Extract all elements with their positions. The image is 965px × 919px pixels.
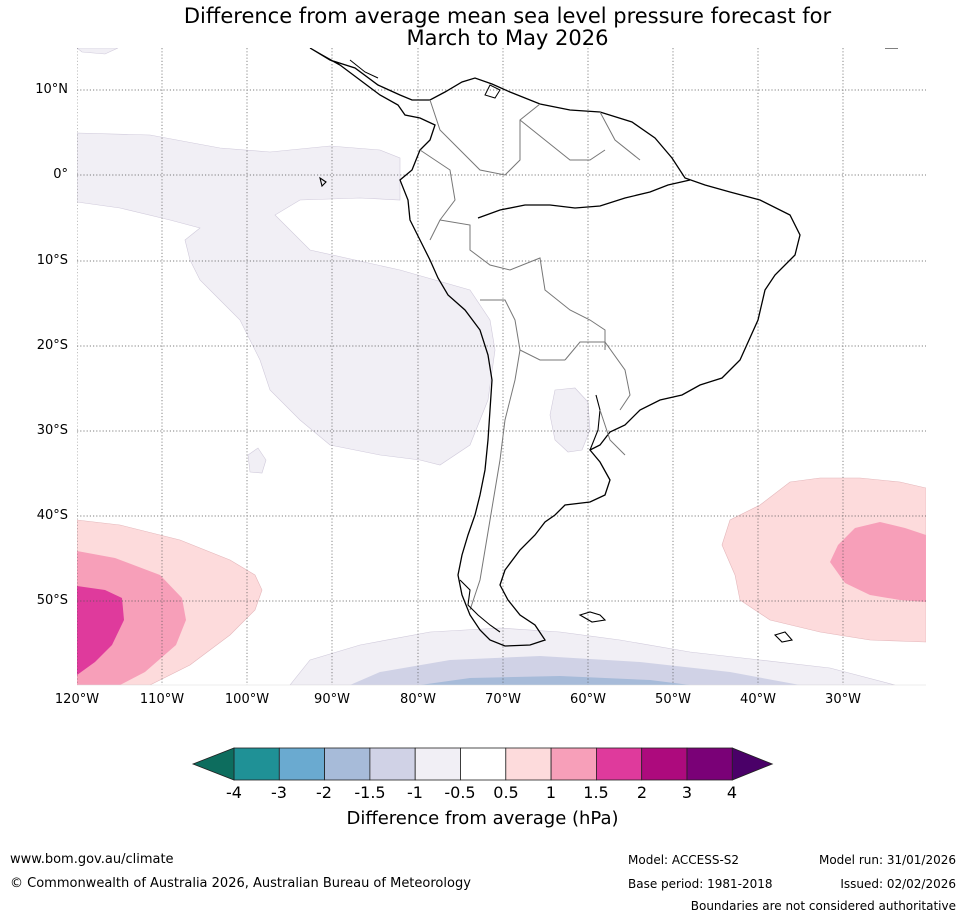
lon-label-120w: 120°W bbox=[54, 692, 100, 707]
colorbar-tick: -0.5 bbox=[444, 783, 476, 802]
chart-title-line-1: Difference from average mean sea level p… bbox=[183, 4, 832, 28]
lon-label-90w: 90°W bbox=[314, 692, 350, 707]
parana-river bbox=[589, 394, 601, 451]
colorbar-segment bbox=[550, 747, 597, 781]
footer-model-run: Model run: 31/01/2026 bbox=[818, 853, 956, 867]
footer-url[interactable]: www.bom.gov.au/climate bbox=[10, 852, 174, 867]
colorbar-segment bbox=[505, 747, 552, 781]
footer-model: Model: ACCESS-S2 bbox=[628, 853, 740, 867]
colorbar-segment bbox=[641, 747, 688, 781]
lon-label-100w: 100°W bbox=[224, 692, 270, 707]
central-america-coast bbox=[349, 48, 898, 99]
anomaly-region-minus-1-south bbox=[350, 656, 800, 685]
anomaly-region-minus-0.5-north bbox=[77, 48, 119, 55]
colorbar-tick: -1 bbox=[407, 783, 423, 802]
colorbar-tick: 4 bbox=[726, 783, 738, 802]
lat-label-10s: 10°S bbox=[36, 253, 68, 268]
lat-label-20s: 20°S bbox=[36, 338, 68, 353]
lat-label-10n: 10°N bbox=[35, 82, 68, 97]
colorbar-over-arrow bbox=[731, 747, 774, 781]
graticule bbox=[77, 48, 926, 685]
colorbar-under-arrow bbox=[191, 747, 235, 781]
colorbar-label: Difference from average (hPa) bbox=[346, 808, 619, 829]
colorbar bbox=[191, 747, 774, 781]
colorbar-segment bbox=[324, 747, 371, 781]
colorbar-segment bbox=[369, 747, 416, 781]
islands bbox=[319, 176, 794, 643]
footer-base-period: Base period: 1981-2018 bbox=[628, 877, 773, 891]
lon-label-40w: 40°W bbox=[740, 692, 776, 707]
colorbar-tick: -1.5 bbox=[354, 783, 386, 802]
colorbar-tick: 3 bbox=[681, 783, 693, 802]
lon-label-50w: 50°W bbox=[655, 692, 691, 707]
anomaly-region-minus-0.5 bbox=[77, 132, 496, 466]
lon-label-110w: 110°W bbox=[139, 692, 185, 707]
lat-label-50s: 50°S bbox=[36, 593, 68, 608]
footer-issued: Issued: 02/02/2026 bbox=[840, 877, 956, 891]
amazon-river bbox=[477, 179, 691, 219]
lon-label-70w: 70°W bbox=[485, 692, 521, 707]
anomaly-region-minus-0.5-small bbox=[247, 447, 267, 474]
lat-label-30s: 30°S bbox=[36, 423, 68, 438]
country-borders bbox=[419, 99, 641, 611]
lon-label-30w: 30°W bbox=[825, 692, 861, 707]
lat-label-0: 0° bbox=[53, 167, 68, 182]
anomaly-region-plus-1.5-west bbox=[77, 586, 124, 675]
lon-label-80w: 80°W bbox=[400, 692, 436, 707]
colorbar-segment bbox=[278, 747, 325, 781]
chart-title-line-2: March to May 2026 bbox=[406, 26, 609, 50]
colorbar-segment bbox=[233, 747, 280, 781]
colorbar-tick: -4 bbox=[226, 783, 242, 802]
colorbar-segment bbox=[596, 747, 643, 781]
footer-boundaries-note: Boundaries are not considered authoritat… bbox=[690, 899, 956, 913]
anomaly-region-plus-1-east bbox=[830, 522, 926, 602]
colorbar-segment bbox=[686, 747, 733, 781]
colorbar-tick: 2 bbox=[636, 783, 648, 802]
colorbar-tick: 0.5 bbox=[493, 783, 519, 802]
colorbar-tick: 1 bbox=[545, 783, 557, 802]
colorbar-tick: 1.5 bbox=[583, 783, 609, 802]
lat-label-40s: 40°S bbox=[36, 508, 68, 523]
anomaly-region-minus-1.5-south bbox=[420, 676, 690, 685]
colorbar-segment bbox=[414, 747, 461, 781]
lon-label-60w: 60°W bbox=[570, 692, 606, 707]
anomaly-region-minus-0.5-argentina bbox=[549, 387, 591, 453]
colorbar-tick: -3 bbox=[271, 783, 287, 802]
colorbar-tick: -2 bbox=[316, 783, 332, 802]
footer-copyright: © Commonwealth of Australia 2026, Austra… bbox=[10, 876, 471, 891]
colorbar-segment bbox=[460, 747, 507, 781]
south-america-coastline bbox=[309, 48, 801, 647]
